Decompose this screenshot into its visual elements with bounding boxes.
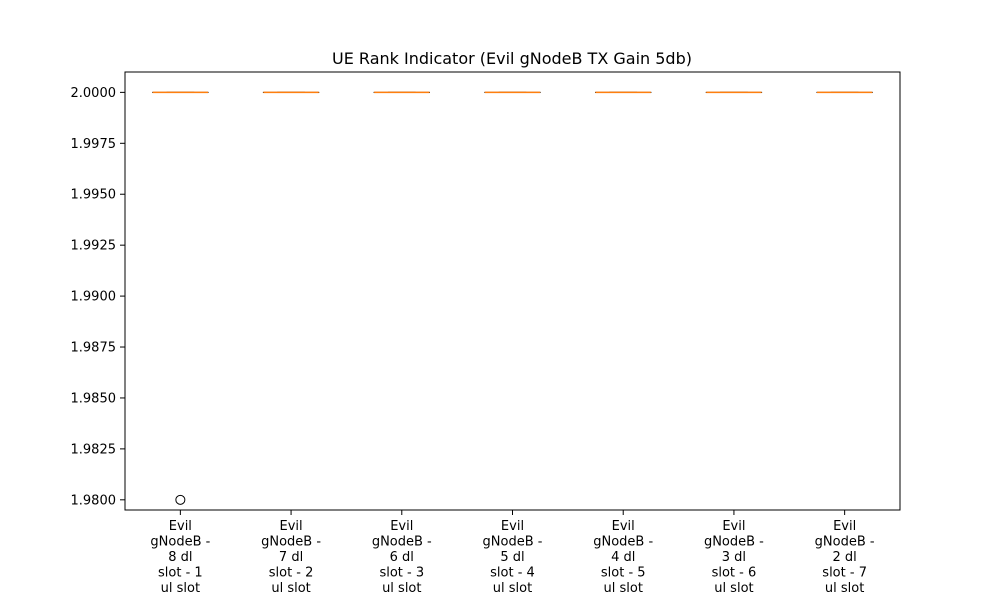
x-tick-label: Evil gNodeB -5 dl slot - 4 ul slot: [483, 519, 543, 596]
y-tick-label: 1.9875: [71, 341, 117, 356]
x-axis: Evil gNodeB -8 dl slot - 1 ul slot Evil gNode…: [150, 510, 875, 596]
x-tick-label: Evil gNodeB -8 dl slot - 1 ul slot: [150, 519, 210, 596]
y-tick-label: 1.9825: [71, 442, 117, 457]
chart-title: UE Rank Indicator (Evil gNodeB TX Gain 5…: [332, 49, 692, 68]
y-tick-label: 1.9950: [71, 188, 117, 203]
plot-area: [124, 71, 901, 511]
box-series: [152, 91, 873, 505]
x-tick-label: Evil gNodeB -7 dl slot - 2 ul slot: [261, 519, 321, 596]
y-tick-label: 1.9850: [71, 391, 117, 406]
y-tick-label: 1.9975: [71, 137, 117, 152]
x-tick-label: Evil gNodeB -4 dl slot - 5 ul slot: [593, 519, 653, 596]
y-tick-label: 1.9925: [71, 239, 117, 254]
y-axis: 2.0000 1.9975 1.9950 1.9925 1.9900 1.9875 1.98…: [71, 86, 125, 508]
x-tick-label: Evil gNodeB -6 dl slot - 3 ul slot: [372, 519, 432, 596]
y-tick-label: 1.9800: [71, 493, 117, 508]
x-tick-label: Evil gNodeB -2 dl slot - 7 ul slot: [815, 519, 875, 596]
x-tick-label: Evil gNodeB -3 dl slot - 6 ul slot: [704, 519, 764, 596]
plot-frame: [124, 71, 901, 511]
box-1: [152, 91, 209, 505]
y-tick-label: 2.0000: [71, 86, 117, 101]
outlier-point: [175, 494, 186, 505]
y-tick-label: 1.9900: [71, 290, 117, 305]
